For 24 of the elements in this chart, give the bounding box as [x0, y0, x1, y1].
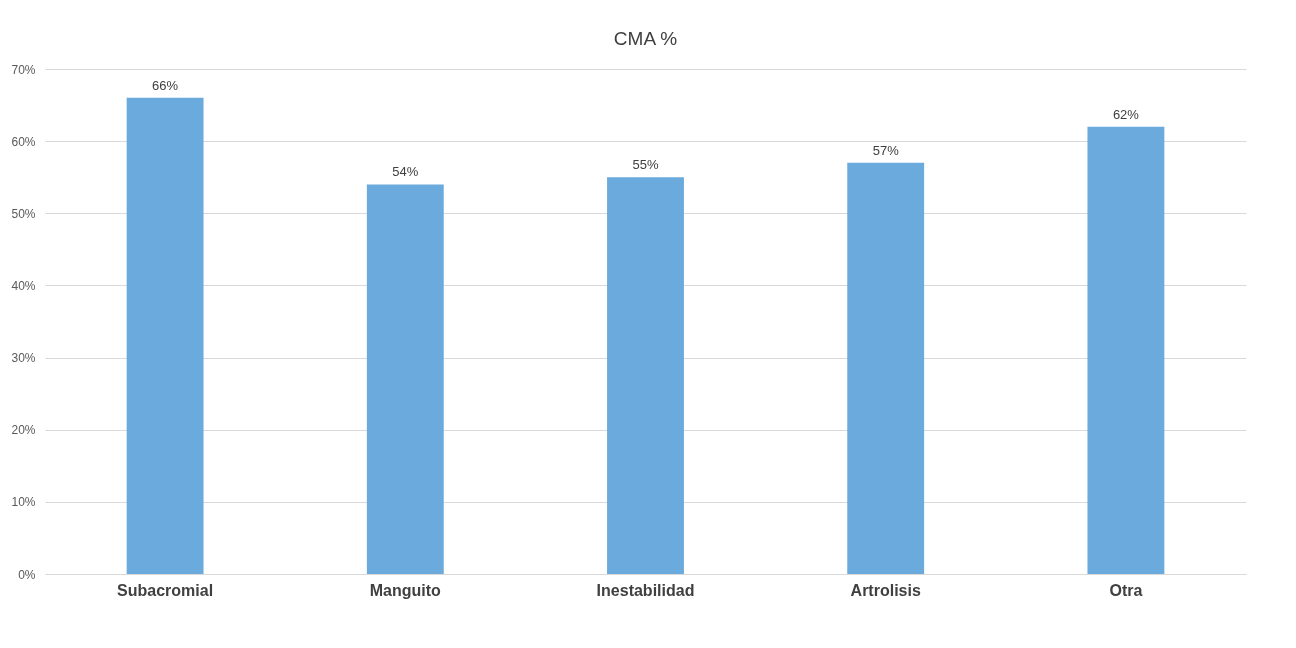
x-tick-label: Manguito: [369, 581, 442, 599]
y-tick-label: 50%: [11, 206, 36, 221]
x-tick-label: Artrolisis: [850, 581, 921, 599]
data-label: 57%: [872, 142, 900, 158]
bar: [847, 162, 925, 574]
bar: [1087, 126, 1165, 574]
y-tick-label: 0%: [18, 567, 36, 582]
data-label: 54%: [392, 164, 419, 180]
chart-title: CMA %: [613, 28, 678, 49]
y-tick-label: 40%: [11, 278, 36, 293]
y-tick-label: 10%: [11, 495, 36, 510]
bar: [607, 177, 684, 574]
bar: [366, 184, 444, 574]
y-tick-label: 30%: [11, 351, 36, 366]
bar: [126, 97, 204, 574]
data-label: 62%: [1112, 106, 1140, 122]
y-tick-label: 60%: [11, 134, 36, 149]
data-label: 66%: [152, 77, 179, 93]
y-tick-label: 70%: [11, 62, 36, 77]
data-label: 55%: [632, 157, 659, 173]
x-tick-label: Otra: [1109, 581, 1143, 599]
x-tick-label: Inestabilidad: [596, 581, 695, 599]
x-tick-label: Subacromial: [117, 581, 214, 599]
y-tick-label: 20%: [11, 423, 36, 438]
